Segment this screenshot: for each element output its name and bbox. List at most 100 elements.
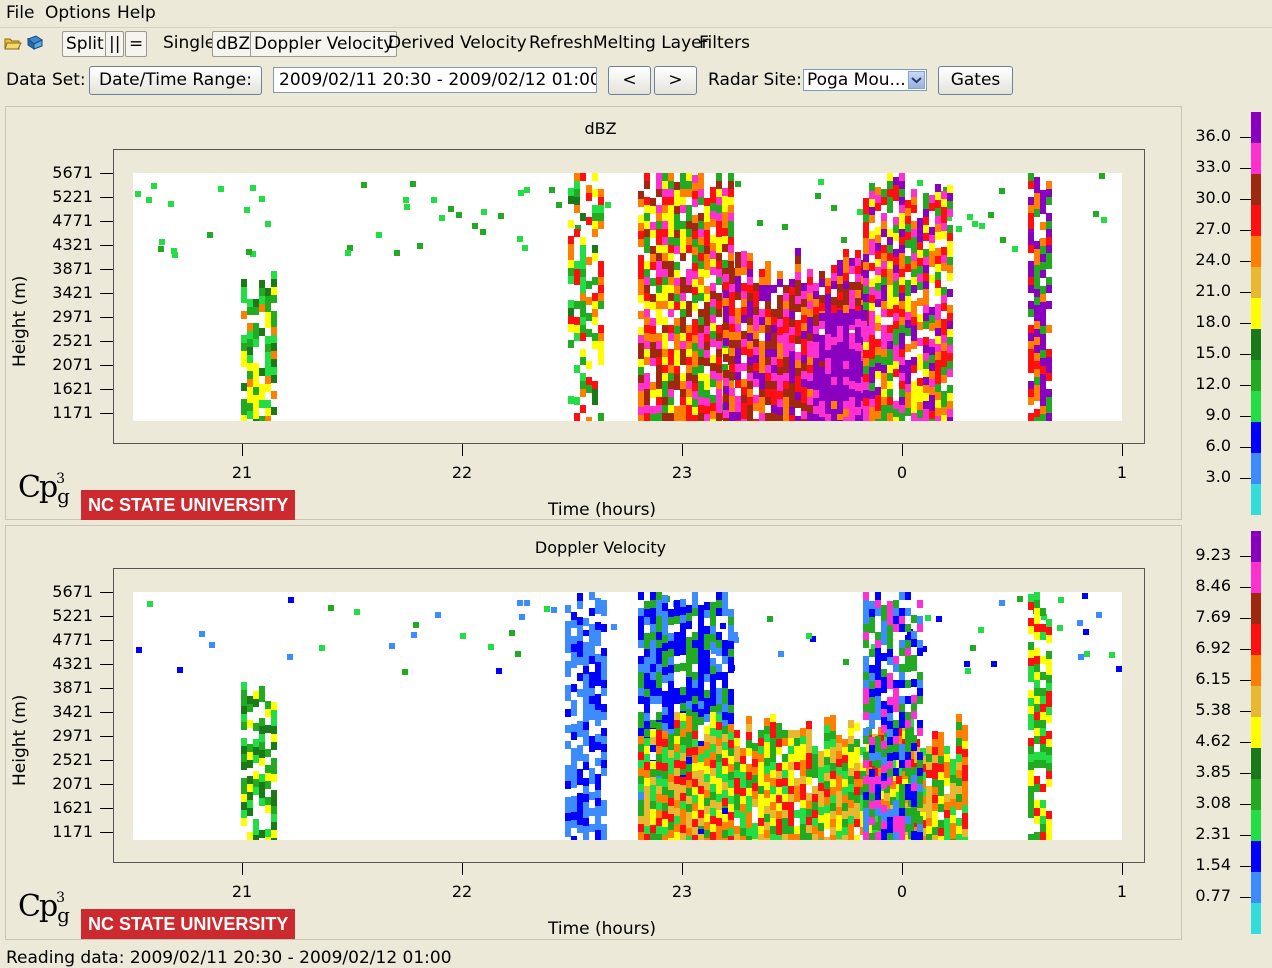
- heatmap-cell: [595, 742, 601, 750]
- heatmap-cell: [716, 349, 722, 357]
- refresh-button[interactable]: Refresh: [529, 33, 594, 53]
- heatmap-cell: [710, 315, 716, 323]
- y-tick-label: 2521: [52, 331, 93, 350]
- previous-button[interactable]: <: [608, 66, 651, 95]
- parallel-layout-button[interactable]: ||: [105, 31, 125, 57]
- heatmap-cell: [917, 792, 923, 800]
- derived-velocity-button[interactable]: Derived Velocity: [388, 33, 527, 53]
- heatmap-cell: [601, 672, 607, 680]
- colorbar-tick: [1240, 230, 1251, 231]
- heatmap-cell: [644, 245, 650, 253]
- stacked-layout-button[interactable]: =: [125, 31, 148, 57]
- menu-options[interactable]: Options: [45, 3, 111, 23]
- dbz-button[interactable]: dBZ: [212, 31, 255, 57]
- next-button[interactable]: >: [654, 66, 697, 95]
- heatmap-cell: [881, 669, 887, 677]
- heatmap-cell: [869, 295, 875, 303]
- heatmap-cell: [698, 349, 704, 357]
- heatmap-cell: [704, 238, 710, 246]
- heatmap-cell: [656, 333, 662, 341]
- heatmap-cell: [271, 287, 277, 295]
- heatmap-cell: [574, 205, 580, 213]
- heatmap-cell: [956, 786, 962, 794]
- heatmap-cell: [723, 282, 729, 290]
- date-time-range-field[interactable]: 2009/02/11 20:30 - 2009/02/12 01:00: [273, 67, 597, 93]
- heatmap-cell: [644, 689, 650, 697]
- heatmap-cell: [911, 245, 917, 253]
- heatmap-cell: [863, 374, 869, 382]
- heatmap-cell: [875, 339, 881, 347]
- split-button[interactable]: Split: [62, 31, 108, 57]
- heatmap-cell: [788, 778, 794, 786]
- heatmap-cell: [741, 379, 747, 387]
- heatmap-cell: [831, 361, 837, 369]
- open-folder-icon[interactable]: [4, 35, 22, 51]
- heatmap-cell: [914, 747, 920, 755]
- heatmap-cell: [776, 747, 782, 755]
- colorbar-segment: [1251, 779, 1261, 810]
- heatmap-cell: [728, 609, 734, 617]
- heatmap-cell: [580, 285, 586, 293]
- heatmap-cell: [899, 205, 905, 213]
- chevron-down-icon[interactable]: [908, 71, 925, 89]
- gates-button[interactable]: Gates: [938, 66, 1013, 95]
- heatmap-cell: [893, 225, 899, 233]
- heatmap-cell: [668, 814, 674, 822]
- heatmap-cell: [863, 688, 869, 696]
- filters-button[interactable]: Filters: [699, 33, 750, 53]
- heatmap-cell: [686, 269, 692, 277]
- heatmap-cell: [1034, 664, 1040, 672]
- radar-site-select[interactable]: Poga Mou...: [803, 69, 927, 91]
- date-time-range-button[interactable]: Date/Time Range:: [89, 66, 262, 95]
- heatmap-cell: [247, 347, 253, 355]
- heatmap-cell: [800, 800, 806, 808]
- heatmap-cell: [911, 639, 917, 647]
- heatmap-cell: [863, 656, 869, 664]
- heatmap-cell: [878, 799, 884, 807]
- heatmap-cell: [692, 592, 698, 600]
- heatmap-cell: [747, 269, 753, 277]
- heatmap-cell: [728, 780, 734, 788]
- heatmap-cell: [704, 830, 710, 838]
- heatmap-cell: [795, 384, 801, 392]
- heatmap-cell: [522, 245, 528, 251]
- heatmap-cell: [771, 341, 777, 349]
- heatmap-cell: [692, 223, 698, 231]
- heatmap-cell: [601, 600, 607, 608]
- menu-help[interactable]: Help: [117, 3, 156, 23]
- heatmap-cell: [716, 826, 722, 834]
- menu-file[interactable]: File: [6, 3, 35, 23]
- heatmap-cell: [887, 189, 893, 197]
- heatmap-cell: [869, 817, 875, 825]
- heatmap-cell: [710, 674, 716, 682]
- heatmap-cell: [692, 263, 698, 271]
- heatmap-cell: [710, 800, 716, 808]
- colorbar-tick: [1240, 168, 1251, 169]
- colorbar-label: 0.77: [1195, 886, 1231, 905]
- single-button[interactable]: Single: [163, 33, 216, 53]
- save-data-icon[interactable]: [26, 35, 44, 51]
- heatmap-cell: [1028, 778, 1034, 786]
- heatmap-cell: [842, 819, 848, 827]
- heatmap-cell: [704, 254, 710, 262]
- heatmap-cell: [265, 805, 271, 813]
- heatmap-cell: [1034, 297, 1040, 305]
- melting-layer-button[interactable]: Melting Layer: [593, 33, 709, 53]
- heatmap-cell: [650, 318, 656, 326]
- heatmap-cell: [574, 229, 580, 237]
- heatmap-cell: [899, 365, 905, 373]
- heatmap-cell: [728, 748, 734, 756]
- heatmap-cell: [722, 720, 728, 728]
- heatmap-cell: [881, 685, 887, 693]
- heatmap-cell: [704, 326, 710, 334]
- heatmap-cell: [729, 372, 735, 380]
- doppler-velocity-button[interactable]: Doppler Velocity: [250, 31, 398, 57]
- heatmap-cell: [747, 333, 753, 341]
- heatmap-cell: [716, 341, 722, 349]
- heatmap-cell: [710, 720, 716, 728]
- heatmap-cell: [716, 672, 722, 680]
- heatmap-cell: [854, 787, 860, 795]
- heatmap-cell: [413, 622, 419, 628]
- heatmap-cell: [241, 383, 247, 391]
- heatmap-cell: [1116, 666, 1122, 672]
